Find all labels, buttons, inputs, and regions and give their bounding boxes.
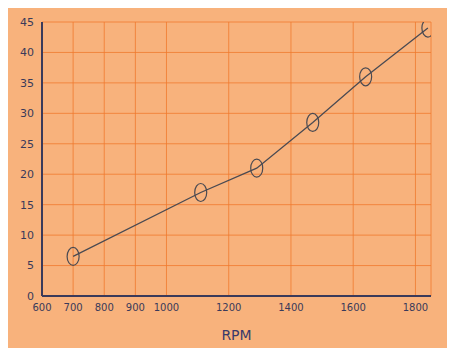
svg-text:10: 10 (20, 229, 34, 242)
svg-text:1200: 1200 (216, 302, 241, 313)
svg-text:800: 800 (95, 302, 114, 313)
svg-text:RPM: RPM (221, 327, 251, 343)
svg-text:700: 700 (64, 302, 83, 313)
svg-text:0: 0 (27, 290, 34, 303)
svg-text:15: 15 (20, 199, 34, 212)
svg-text:1800: 1800 (403, 302, 428, 313)
svg-text:25: 25 (20, 138, 34, 151)
svg-text:40: 40 (20, 46, 34, 59)
svg-text:45: 45 (20, 16, 34, 29)
svg-text:20: 20 (20, 168, 34, 181)
svg-text:5: 5 (27, 259, 34, 272)
svg-text:1600: 1600 (340, 302, 365, 313)
svg-text:30: 30 (20, 107, 34, 120)
svg-text:1000: 1000 (154, 302, 179, 313)
svg-text:600: 600 (32, 302, 51, 313)
svg-text:35: 35 (20, 77, 34, 90)
svg-text:900: 900 (126, 302, 145, 313)
svg-text:1400: 1400 (278, 302, 303, 313)
